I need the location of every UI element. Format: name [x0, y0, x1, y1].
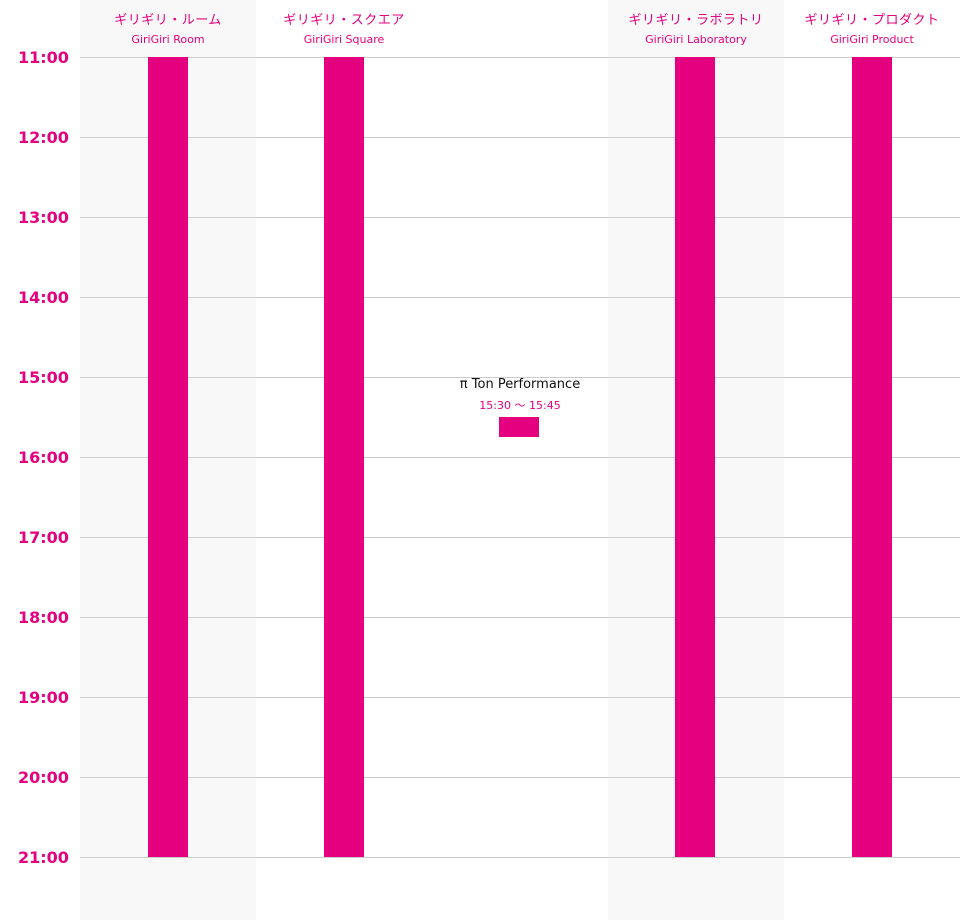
schedule-bar-girigiri-laboratory[interactable]: [675, 57, 715, 857]
hour-label: 18:00: [18, 608, 69, 627]
venue-name-en: GiriGiri Product: [830, 33, 914, 46]
hour-line: [80, 777, 960, 778]
hour-label: 12:00: [18, 128, 69, 147]
hour-line: [80, 697, 960, 698]
hour-label: 17:00: [18, 528, 69, 547]
venue-name-jp: ギリギリ・ラボラトリ: [628, 13, 764, 28]
venue-name-en: GiriGiri Room: [131, 33, 205, 46]
venue-name-jp: ギリギリ・ルーム: [114, 13, 222, 28]
hour-label: 11:00: [18, 48, 69, 67]
venue-name-jp: ギリギリ・スクエア: [283, 13, 405, 28]
schedule-bar-girigiri-square[interactable]: [324, 57, 364, 857]
venue-header-girigiri-room: ギリギリ・ルーム GiriGiri Room: [80, 12, 256, 48]
venue-name-jp: ギリギリ・プロダクト: [804, 13, 940, 28]
venue-header-girigiri-laboratory: ギリギリ・ラボラトリ GiriGiri Laboratory: [608, 12, 784, 48]
venue-name-en: GiriGiri Laboratory: [645, 33, 747, 46]
hour-line: [80, 297, 960, 298]
hour-label: 16:00: [18, 448, 69, 467]
hour-label: 13:00: [18, 208, 69, 227]
hour-line: [80, 137, 960, 138]
venue-header-girigiri-square: ギリギリ・スクエア GiriGiri Square: [256, 12, 432, 48]
hour-line: [80, 457, 960, 458]
hour-label: 15:00: [18, 368, 69, 387]
hour-line: [80, 617, 960, 618]
hour-line: [80, 377, 960, 378]
hour-label: 21:00: [18, 848, 69, 867]
venue-name-en: GiriGiri Square: [303, 33, 385, 46]
hour-line: [80, 57, 960, 58]
schedule-bar-girigiri-room[interactable]: [148, 57, 188, 857]
event-block[interactable]: [499, 417, 539, 437]
hour-line: [80, 537, 960, 538]
hour-label: 14:00: [18, 288, 69, 307]
hour-line: [80, 857, 960, 858]
venue-header-girigiri-product: ギリギリ・プロダクト GiriGiri Product: [784, 12, 960, 48]
event-time: 15:30 〜 15:45: [479, 399, 561, 412]
event-title: π Ton Performance: [459, 377, 581, 392]
hour-line: [80, 217, 960, 218]
hour-label: 19:00: [18, 688, 69, 707]
hour-label: 20:00: [18, 768, 69, 787]
schedule-bar-girigiri-product[interactable]: [852, 57, 892, 857]
